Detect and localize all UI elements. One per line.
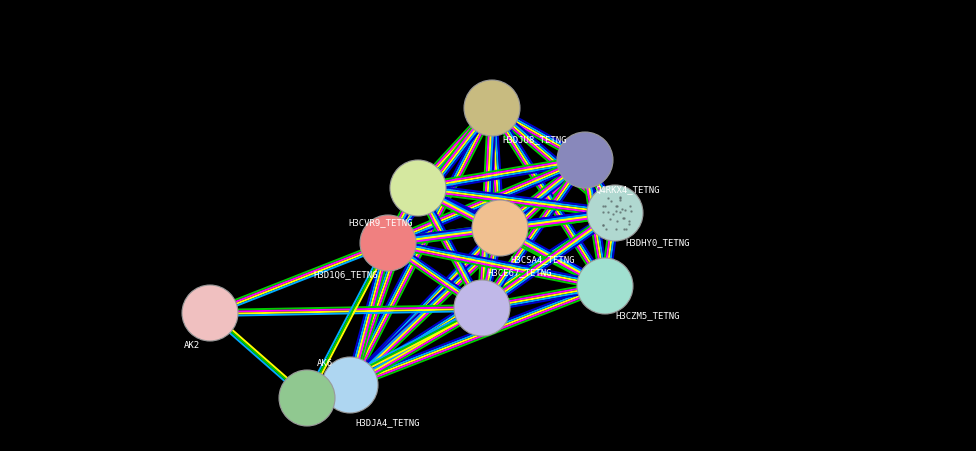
Circle shape — [322, 357, 378, 413]
Circle shape — [464, 80, 520, 136]
Text: H3CE67_TETNG: H3CE67_TETNG — [487, 268, 551, 277]
Circle shape — [454, 280, 510, 336]
Circle shape — [390, 160, 446, 216]
Text: H3DHY0_TETNG: H3DHY0_TETNG — [625, 239, 689, 248]
Text: Q4RKX4_TETNG: Q4RKX4_TETNG — [595, 185, 660, 194]
Text: H3CVR9_TETNG: H3CVR9_TETNG — [348, 218, 413, 227]
Text: H3DJA4_TETNG: H3DJA4_TETNG — [355, 419, 420, 428]
Circle shape — [577, 258, 633, 314]
Circle shape — [557, 132, 613, 188]
Circle shape — [360, 215, 416, 271]
Text: H3D1Q6_TETNG: H3D1Q6_TETNG — [313, 271, 378, 280]
Circle shape — [279, 370, 335, 426]
Text: AK2: AK2 — [183, 341, 200, 350]
Circle shape — [587, 185, 643, 241]
Circle shape — [472, 200, 528, 256]
Circle shape — [182, 285, 238, 341]
Text: H3CZM5_TETNG: H3CZM5_TETNG — [615, 312, 679, 321]
Text: AK6: AK6 — [317, 359, 333, 368]
Text: H3DJU8_TETNG: H3DJU8_TETNG — [502, 135, 566, 144]
Text: H3CSA4_TETNG: H3CSA4_TETNG — [510, 256, 575, 264]
